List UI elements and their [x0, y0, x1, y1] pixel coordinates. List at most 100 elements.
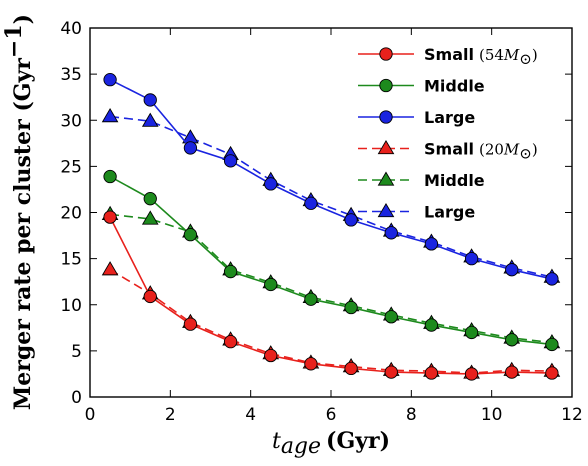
data-point [223, 264, 238, 279]
y-tick-label: 5 [71, 342, 82, 362]
legend-label: Small (20M⊙) [424, 140, 538, 163]
data-point [344, 213, 358, 227]
y-tick-label: 10 [60, 296, 82, 316]
legend-entry: Small (54M⊙) [358, 45, 538, 68]
data-point [384, 310, 398, 324]
data-point [264, 277, 278, 292]
x-tick-label: 6 [326, 405, 337, 425]
legend-label: Small (54M⊙) [424, 45, 538, 68]
data-point [424, 237, 439, 251]
series-small-dashed [101, 261, 561, 379]
legend-label-name: Large [424, 108, 475, 127]
data-point [304, 357, 318, 371]
x-tick-label: 10 [481, 405, 503, 425]
data-point [384, 365, 398, 379]
legend-entry: Large [358, 203, 475, 222]
data-point [141, 112, 159, 127]
legend-label: Middle [424, 171, 485, 190]
legend-label-mass-sub: ⊙ [519, 145, 532, 163]
data-point [505, 263, 519, 277]
data-point [304, 292, 318, 306]
plot-frame [89, 27, 573, 398]
data-point [505, 365, 519, 379]
legend-label-mass-symbol: M [503, 46, 520, 64]
data-point [101, 261, 119, 276]
x-axis-subscript: age [281, 434, 321, 459]
legend-marker [379, 47, 393, 61]
y-axis-close-paren: ) [10, 14, 36, 24]
data-point [505, 333, 519, 347]
y-axis-title: Merger rate per cluster (Gyr−1) [1, 14, 36, 410]
data-point [545, 366, 559, 380]
data-point [101, 108, 119, 123]
data-point [103, 73, 117, 87]
legend-marker [377, 171, 395, 186]
data-point [304, 196, 318, 210]
legend-label-mass-value: 20 [485, 141, 504, 159]
series-large-dashed [101, 108, 561, 283]
series-line [109, 78, 553, 280]
legend-label-name: Small [424, 140, 474, 159]
x-tick-label: 4 [245, 405, 256, 425]
x-axis-variable: t [272, 429, 281, 454]
legend-label-name: Large [424, 203, 475, 222]
data-point [223, 154, 238, 168]
data-point [141, 210, 159, 225]
data-point [464, 251, 479, 266]
data-point [143, 192, 157, 206]
y-tick-label: 15 [60, 250, 82, 270]
series-small-solid [103, 210, 559, 381]
series-layer [101, 73, 561, 381]
y-tick-label: 25 [60, 157, 82, 177]
data-point [384, 226, 398, 240]
x-tick-label: 12 [561, 405, 583, 425]
data-point [183, 141, 198, 155]
legend-marker [379, 110, 393, 124]
y-axis-label: Merger rate per cluster (Gyr [10, 58, 36, 410]
data-point [424, 366, 439, 380]
legend-entry: Middle [358, 77, 485, 96]
legend-label-mass-close: ) [532, 46, 538, 64]
series-middle-dashed [101, 205, 561, 349]
x-axis-unit: (Gyr) [326, 428, 390, 454]
legend-label-name: Middle [424, 77, 485, 96]
data-point [143, 289, 157, 304]
data-point [103, 210, 117, 224]
x-axis-title: tage (Gyr) [272, 428, 390, 459]
y-tick-label: 30 [60, 111, 82, 131]
legend-label-mass-open: ( [479, 46, 485, 64]
y-tick-label: 35 [60, 65, 82, 85]
ticks-layer: 0 2 4 6 8 10 12 0 5 10 15 20 25 30 35 40 [60, 19, 582, 425]
series-line [109, 216, 552, 375]
legend-label-name: Small [424, 45, 474, 64]
legend-label: Large [424, 108, 475, 127]
x-tick-label: 8 [406, 405, 417, 425]
y-axis-exponent: −1 [1, 24, 27, 58]
legend-entry: Large [358, 108, 475, 127]
data-point [103, 169, 117, 184]
data-point [183, 227, 198, 242]
y-tick-label: 0 [71, 388, 82, 408]
data-point [344, 300, 358, 315]
series-line [109, 269, 552, 374]
data-point [344, 361, 358, 376]
data-point [264, 177, 278, 191]
legend-label-name: Middle [424, 171, 485, 190]
legend-label-mass-sub: ⊙ [519, 50, 532, 68]
legend-entry: Small (20M⊙) [358, 140, 538, 163]
data-point [143, 93, 157, 107]
series-middle-solid [103, 169, 559, 352]
legend-label-mass-symbol: M [503, 141, 520, 159]
data-point [464, 325, 479, 340]
data-point [545, 272, 559, 286]
series-large-solid [103, 73, 559, 286]
legend-label-mass-open: ( [479, 141, 485, 159]
legend-entry: Middle [358, 171, 485, 190]
series-line [109, 115, 553, 278]
x-tick-label: 2 [165, 405, 176, 425]
legend-marker [377, 202, 395, 218]
legend-label-mass-value: 54 [485, 46, 504, 64]
legend-label: Large [424, 203, 475, 222]
